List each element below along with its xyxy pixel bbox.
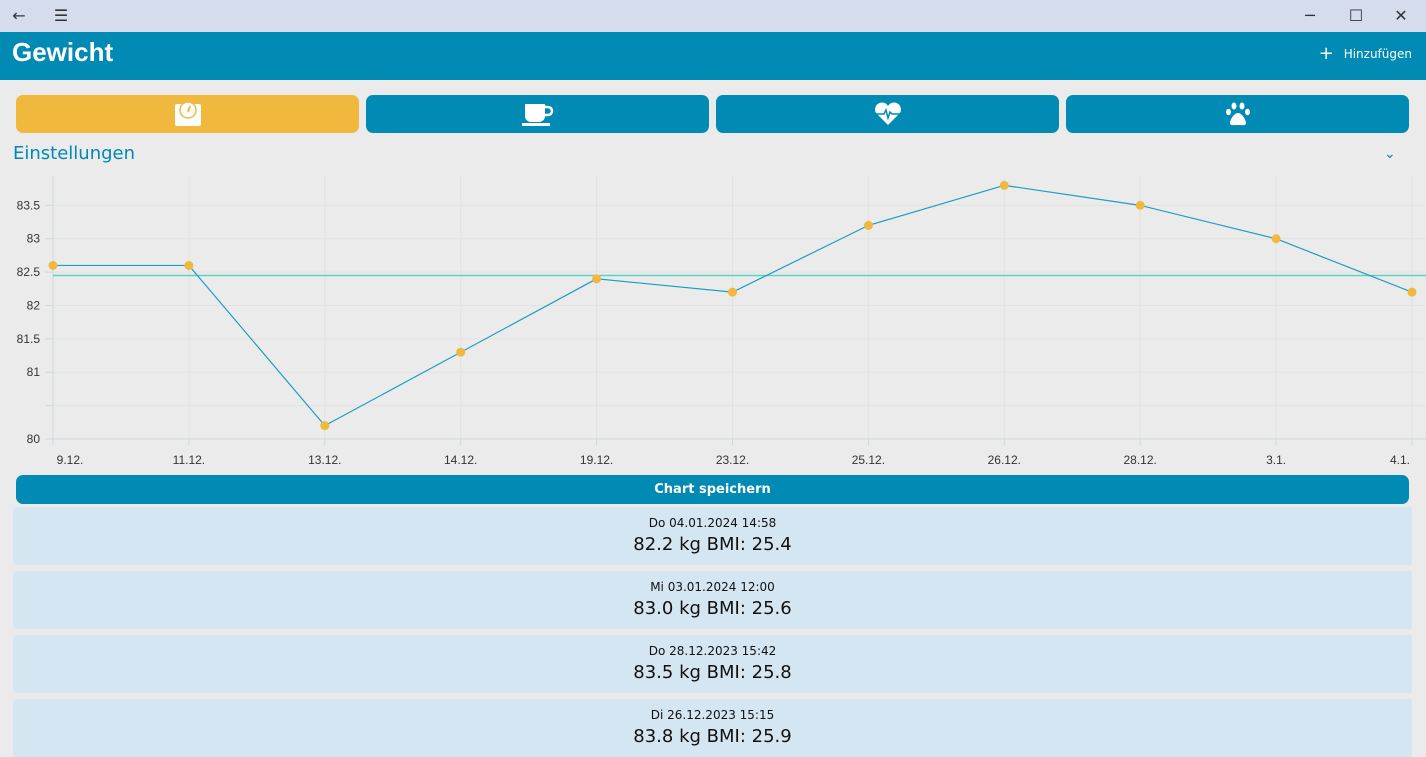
- weight-entry[interactable]: Mi 03.01.2024 12:00 83.0 kg BMI: 25.6: [13, 571, 1412, 629]
- entry-value: 82.2 kg BMI: 25.4: [633, 534, 792, 555]
- y-tick-label: 81.5: [17, 332, 41, 346]
- data-point: [1135, 200, 1145, 210]
- y-tick-label: 83: [27, 232, 41, 246]
- maximize-button[interactable]: ☐: [1348, 6, 1364, 25]
- x-tick-label: 23.12.: [716, 453, 749, 467]
- heart-pulse-icon: [874, 102, 901, 125]
- x-tick-label: 28.12.: [1124, 453, 1157, 467]
- x-tick-label: 26.12.: [988, 453, 1021, 467]
- app-header: Gewicht + Hinzufügen: [0, 32, 1426, 80]
- tab-drinks[interactable]: [366, 95, 709, 133]
- entry-date: Do 28.12.2023 15:42: [648, 644, 777, 658]
- entry-value: 83.0 kg BMI: 25.6: [633, 598, 792, 619]
- minimize-button[interactable]: ─: [1305, 6, 1315, 25]
- x-tick-label: 4.1.: [1390, 453, 1410, 467]
- title-bar: ← ☰ ─ ☐ ✕: [0, 0, 1426, 32]
- paw-icon: [1225, 102, 1250, 126]
- weight-chart: 80 81 81.5 82 82.5 83 83.5 9.12. 11.12. 13.12. 14.…: [17, 176, 1426, 467]
- add-button[interactable]: + Hinzufügen: [1318, 43, 1412, 64]
- x-tick-label: 14.12.: [444, 453, 477, 467]
- x-tick-label: 3.1.: [1266, 453, 1286, 467]
- entry-date: Do 04.01.2024 14:58: [648, 516, 777, 530]
- weight-entry[interactable]: Do 04.01.2024 14:58 82.2 kg BMI: 25.4: [13, 507, 1412, 565]
- weight-entry[interactable]: Di 26.12.2023 15:15 83.8 kg BMI: 25.9: [13, 699, 1412, 757]
- settings-expander[interactable]: Einstellungen: [13, 143, 136, 164]
- entry-date: Mi 03.01.2024 12:00: [650, 580, 775, 594]
- x-tick-label: 11.12.: [173, 453, 205, 467]
- x-tick-label: 9.12.: [57, 453, 84, 467]
- tab-pets[interactable]: [1066, 95, 1409, 133]
- chevron-down-icon[interactable]: ⌄: [1384, 146, 1396, 162]
- x-tick-label: 13.12.: [308, 453, 341, 467]
- y-tick-label: 81: [27, 365, 41, 379]
- page-title: Gewicht: [12, 37, 114, 67]
- x-tick-label: 25.12.: [852, 453, 885, 467]
- entry-value: 83.8 kg BMI: 25.9: [633, 726, 792, 747]
- y-tick-label: 80: [27, 432, 41, 446]
- tab-heart[interactable]: [716, 95, 1059, 133]
- data-point: [184, 260, 194, 270]
- entry-value: 83.5 kg BMI: 25.8: [633, 662, 792, 683]
- data-point: [1407, 287, 1417, 297]
- close-button[interactable]: ✕: [1394, 6, 1408, 25]
- data-point: [863, 220, 873, 230]
- scale-icon: [174, 101, 201, 126]
- y-tick-label: 83.5: [17, 198, 41, 212]
- save-chart-button[interactable]: Chart speichern: [16, 475, 1409, 504]
- y-tick-label: 82: [27, 298, 41, 312]
- weight-entry[interactable]: Do 28.12.2023 15:42 83.5 kg BMI: 25.8: [13, 635, 1412, 693]
- y-tick-label: 82.5: [17, 265, 41, 279]
- back-arrow-icon[interactable]: ←: [12, 6, 26, 25]
- data-point: [592, 274, 602, 284]
- data-point: [456, 347, 466, 357]
- tab-weight[interactable]: [16, 95, 359, 133]
- add-button-label: Hinzufügen: [1343, 47, 1412, 61]
- data-point: [999, 180, 1009, 190]
- coffee-cup-icon: [521, 104, 553, 126]
- data-point: [48, 260, 58, 270]
- data-point: [728, 287, 737, 297]
- plus-icon: +: [1318, 43, 1334, 64]
- hamburger-menu-icon[interactable]: ☰: [53, 6, 69, 25]
- data-point: [320, 421, 330, 431]
- data-point: [1271, 234, 1281, 244]
- x-tick-label: 19.12.: [580, 453, 613, 467]
- entry-date: Di 26.12.2023 15:15: [650, 708, 775, 722]
